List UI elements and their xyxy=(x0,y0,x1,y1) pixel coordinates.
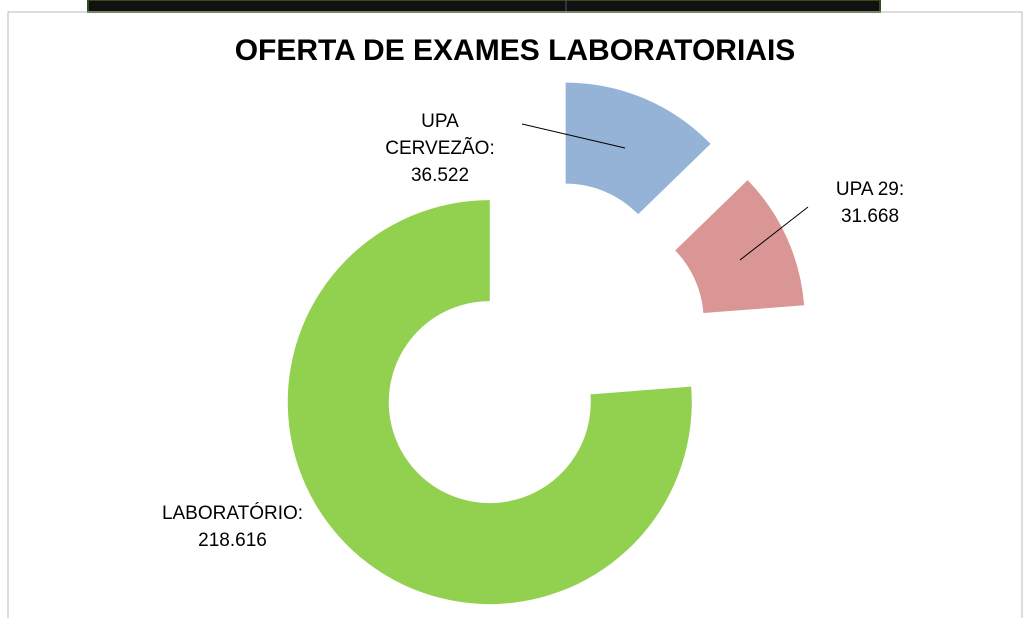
category-label: LABORATÓRIO: xyxy=(161,503,304,524)
value-label: 31.668 xyxy=(840,206,900,227)
donut-segment xyxy=(287,200,692,605)
chart-border xyxy=(7,11,1023,618)
label-box: LABORATÓRIO: 218.616 xyxy=(145,500,320,554)
top-bar xyxy=(87,0,881,13)
leader-line xyxy=(739,206,809,261)
value-label: 218.616 xyxy=(198,530,267,551)
data-label: LABORATÓRIO: 218.616 xyxy=(145,500,320,554)
label-box: UPA 29: 31.668 xyxy=(800,176,940,230)
value-label: 36.522 xyxy=(410,165,470,186)
leader-line xyxy=(521,123,626,149)
data-label: UPA 29: 31.668 xyxy=(800,176,940,230)
category-label: UPA 29: xyxy=(835,179,905,200)
category-label: UPA CERVEZÃO: xyxy=(385,111,495,159)
chart-title: OFERTA DE EXAMES LABORATORIAIS xyxy=(235,34,796,67)
data-label: UPA CERVEZÃO: 36.522 xyxy=(365,108,515,189)
donut-segment xyxy=(675,180,805,314)
label-box: UPA CERVEZÃO: 36.522 xyxy=(365,108,515,189)
donut-segment xyxy=(565,82,711,215)
